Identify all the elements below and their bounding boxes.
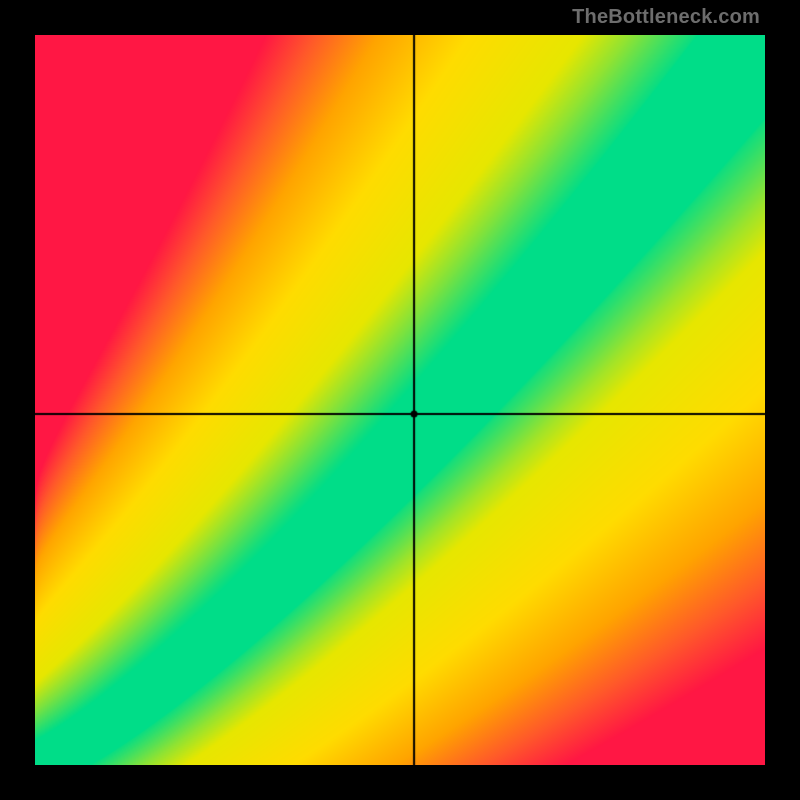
watermark-text: TheBottleneck.com (572, 6, 760, 29)
heatmap-plot (35, 35, 765, 765)
chart-container: TheBottleneck.com (0, 0, 800, 800)
heatmap-canvas (35, 35, 765, 765)
